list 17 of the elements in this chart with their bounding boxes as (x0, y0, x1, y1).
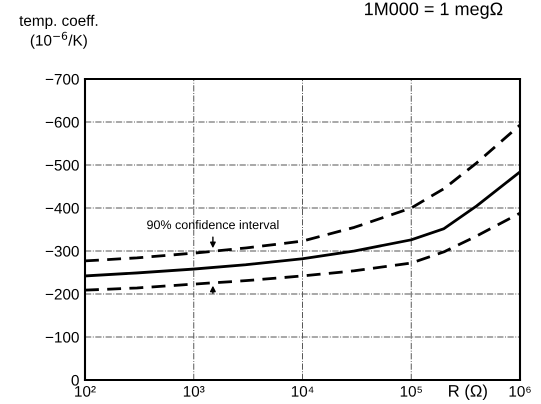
y-tick-label: −500 (46, 160, 79, 171)
x-axis-title: R (Ω) (449, 384, 487, 400)
x-tick-label: 10² (75, 386, 96, 397)
x-tick-label: 10⁵ (400, 386, 422, 397)
y-tick-label: −300 (46, 246, 79, 257)
x-tick-label: 10⁴ (292, 386, 314, 397)
y-tick-label: −400 (46, 202, 79, 214)
y-tick-label: 0 (72, 374, 79, 386)
y-axis-title: temp. coeff. (10$^{−6}$/K) (19, 14, 98, 49)
annotation: 90% confidence interval (147, 220, 278, 230)
y-tick-label: −700 (46, 74, 79, 85)
text: 1M000 = 1 megΩ (365, 2, 502, 19)
x-tick-label: 10³ (184, 386, 204, 397)
x-tick-label: 10⁶ (510, 386, 531, 397)
y-tick-label: −600 (46, 116, 79, 128)
y-tick-label: −100 (46, 332, 79, 343)
y-tick-label: −200 (46, 288, 79, 300)
